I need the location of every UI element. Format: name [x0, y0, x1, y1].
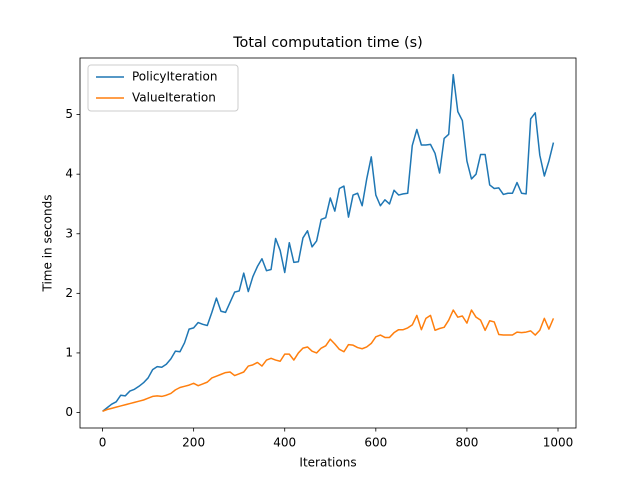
plot-frame — [79, 57, 577, 429]
legend-label: ValueIteration — [132, 91, 216, 105]
y-tick-label: 2 — [65, 286, 73, 300]
chart-title: Total computation time (s) — [232, 35, 423, 51]
y-tick-label: 1 — [65, 345, 73, 359]
legend-box — [87, 64, 239, 112]
x-tick-label: 200 — [182, 436, 205, 450]
y-tick-label: 3 — [65, 226, 73, 240]
legend-label: PolicyIteration — [132, 70, 217, 84]
data-line — [102, 73, 555, 412]
y-axis-label: Time in seconds — [41, 195, 55, 293]
x-tick-label: 600 — [364, 436, 387, 450]
x-tick-label: 800 — [455, 436, 478, 450]
y-tick-label: 5 — [65, 107, 73, 121]
x-tick-label: 1000 — [543, 436, 574, 450]
data-line — [102, 309, 555, 413]
x-tick-label: 0 — [99, 436, 107, 450]
x-axis-label: Iterations — [299, 456, 356, 470]
x-tick-label: 400 — [273, 436, 296, 450]
y-tick-label: 4 — [65, 167, 73, 181]
y-tick-label: 0 — [65, 405, 73, 419]
